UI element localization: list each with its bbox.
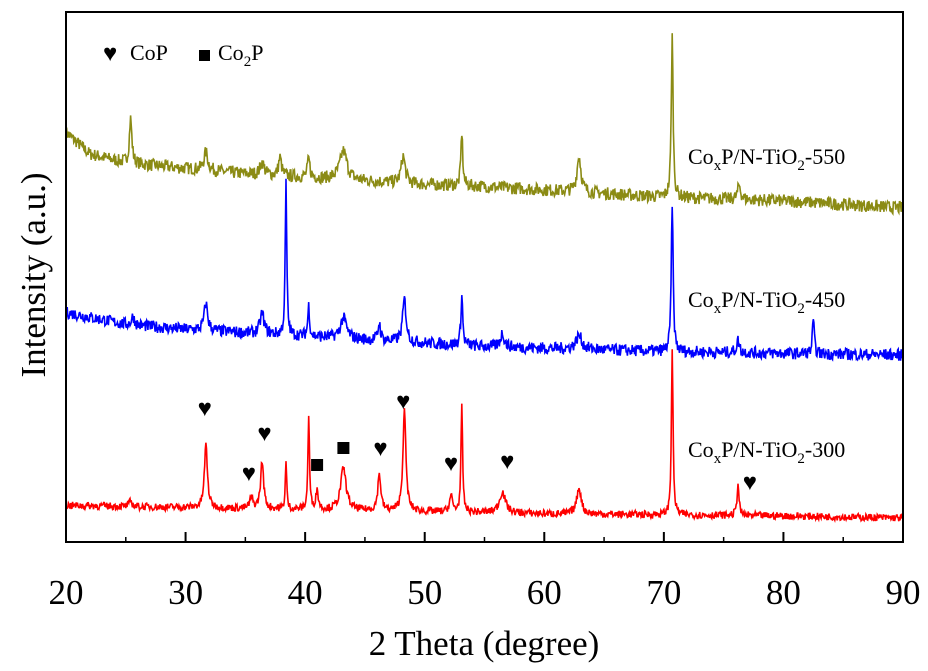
x-tick-label-70: 70 [646, 573, 681, 612]
x-axis-title: 2 Theta (degree) [369, 624, 600, 663]
series-line-0 [65, 33, 904, 217]
cop-marker-1: ♥ [242, 461, 256, 487]
cop-marker-5: ♥ [373, 436, 387, 462]
series-line-2 [65, 349, 904, 523]
co2p-marker-4 [337, 442, 350, 454]
cop-marker-6: ♥ [396, 389, 410, 415]
cop-marker-7: ♥ [444, 451, 458, 477]
cop-marker-8: ♥ [500, 449, 514, 475]
x-tick-label-50: 50 [407, 573, 442, 612]
x-tick-label-80: 80 [766, 573, 801, 612]
cop-marker-2: ♥ [257, 421, 271, 447]
legend-square-marker [199, 50, 210, 61]
series-label-300: CoxP/N-TiO2-300 [688, 437, 845, 467]
x-tick-label-60: 60 [527, 573, 562, 612]
x-tick-label-90: 90 [886, 573, 921, 612]
co2p-marker-3 [311, 459, 324, 471]
plot-frame [65, 11, 904, 543]
legend-label-cop: CoP [130, 40, 168, 65]
x-tick-label-40: 40 [288, 573, 323, 612]
legend-label-co2p: Co2P [218, 40, 263, 70]
x-tick-label-30: 30 [168, 573, 203, 612]
y-axis-title: Intensity (a.u.) [14, 172, 53, 377]
annotation-layer: ♥♥♥♥♥♥ ♥♥ [198, 389, 757, 496]
cop-marker-0: ♥ [198, 396, 212, 422]
x-axis: 20 30 40 50 60 70 80 90 [49, 532, 921, 612]
series-label-550: CoxP/N-TiO2-550 [688, 144, 845, 174]
legend: ♥ CoP Co2P [103, 40, 263, 70]
series-line-1 [65, 178, 904, 362]
legend-heart-marker: ♥ [103, 41, 117, 67]
series-layer [65, 33, 904, 523]
series-label-450: CoxP/N-TiO2-450 [688, 287, 845, 317]
cop-marker-9: ♥ [743, 470, 757, 496]
x-tick-label-20: 20 [49, 573, 84, 612]
